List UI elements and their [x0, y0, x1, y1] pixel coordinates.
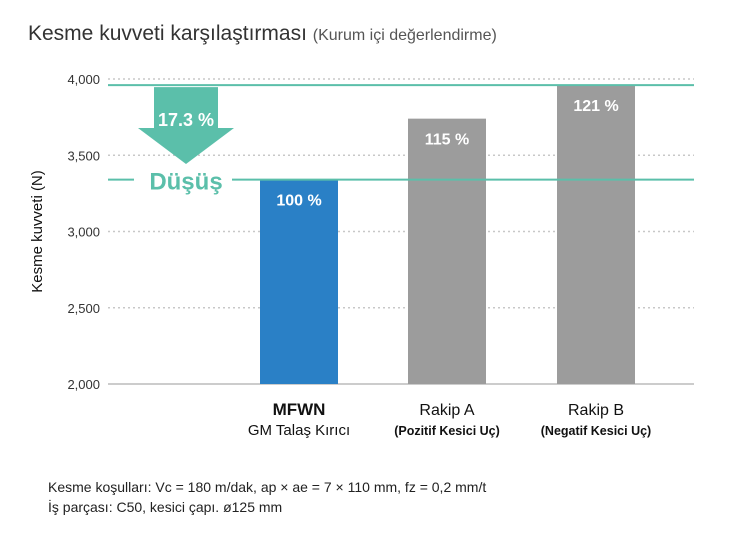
category-label: Rakip B [568, 402, 624, 419]
y-tick-label: 4,000 [67, 72, 100, 87]
bar-data-label: 115 % [425, 132, 469, 149]
bars-layer [260, 85, 635, 385]
bar-rakip-a [408, 118, 486, 385]
bar-mfwn [260, 179, 338, 384]
annotation-layer: 17.3 % Düşüş [108, 84, 694, 196]
test-conditions: Kesme koşulları: Vc = 180 m/dak, ap × ae… [48, 477, 486, 517]
y-axis-label: Kesme kuvveti (N) [29, 170, 46, 293]
bar-rakip-b [557, 85, 635, 384]
category-sublabel: (Negatif Kesici Uç) [541, 424, 651, 438]
workpiece-note: İş parçası: C50, kesici çapı. ø125 mm [48, 499, 283, 515]
chart-subtitle: (Kurum içi değerlendirme) [312, 27, 497, 44]
bar-data-label: 121 % [573, 98, 618, 115]
y-tick-label: 3,000 [67, 225, 100, 240]
category-sublabel: GM Talaş Kırıcı [248, 422, 350, 439]
y-tick-label: 2,000 [67, 377, 100, 392]
drop-percent-label: 17.3 % [158, 110, 214, 130]
chart-title-main: Kesme kuvveti karşılaştırması [28, 22, 307, 45]
category-label: Rakip A [419, 402, 474, 419]
chart-title: Kesme kuvveti karşılaştırması (Kurum içi… [28, 22, 497, 46]
labels-layer: 2,000 2,500 3,000 3,500 4,000 Kesme kuvveti (… [29, 72, 651, 439]
down-arrow-icon [138, 87, 234, 164]
y-tick-label: 2,500 [67, 301, 100, 316]
category-sublabel: (Pozitif Kesici Uç) [394, 424, 500, 438]
drop-label: Düşüş [149, 169, 222, 196]
cutting-conditions-note: Kesme koşulları: Vc = 180 m/dak, ap × ae… [48, 479, 487, 495]
y-tick-label: 3,500 [67, 148, 100, 163]
bar-data-label: 100 % [276, 193, 321, 210]
category-label: MFWN [273, 400, 326, 419]
